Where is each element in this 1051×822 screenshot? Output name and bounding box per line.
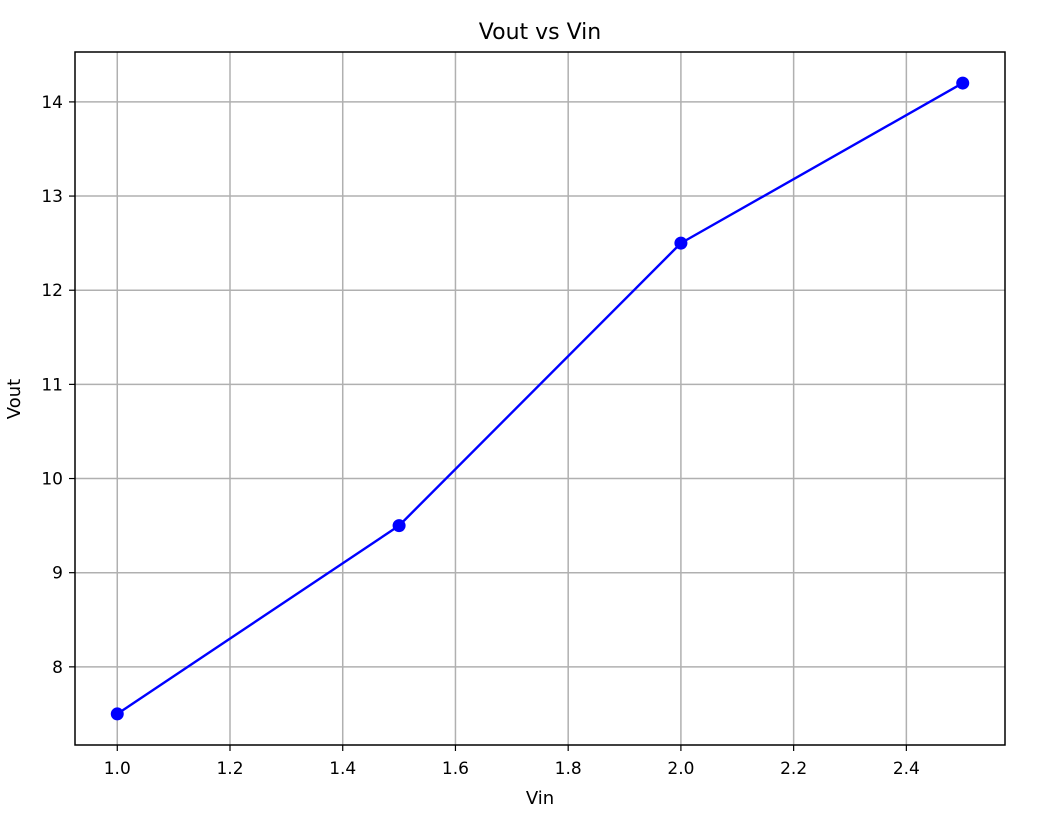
data-point <box>392 519 406 533</box>
data-point <box>956 76 970 90</box>
y-tick-label: 14 <box>41 93 63 113</box>
x-tick-label: 1.4 <box>329 759 356 779</box>
y-tick-label: 12 <box>41 281 63 301</box>
x-tick-label: 1.8 <box>555 759 582 779</box>
y-axis-label: Vout <box>4 379 25 419</box>
series-line <box>116 82 964 715</box>
x-tick-label: 2.4 <box>893 759 920 779</box>
x-tick-label: 1.6 <box>442 759 469 779</box>
plot-frame <box>74 51 1006 746</box>
y-tick-label: 13 <box>41 187 63 207</box>
grid-lines <box>75 52 1005 745</box>
y-tick-label: 8 <box>52 658 63 678</box>
y-tick-label: 10 <box>41 470 63 490</box>
tick-layer: 1.0 1.2 1.4 1.6 1.8 2.0 2.2 2.4 8 9 10 11 12 13 14 <box>41 93 920 779</box>
data-point <box>674 236 688 250</box>
chart-title: Vout vs Vin <box>479 20 601 45</box>
x-tick-label: 1.0 <box>104 759 131 779</box>
x-tick-label: 2.2 <box>780 759 807 779</box>
series-layer <box>110 76 970 721</box>
y-tick-label: 9 <box>52 564 63 584</box>
y-tick-label: 11 <box>41 375 63 395</box>
x-tick-label: 1.2 <box>216 759 243 779</box>
data-point <box>110 707 124 721</box>
x-axis-label: Vin <box>526 788 554 809</box>
x-tick-label: 2.0 <box>667 759 694 779</box>
